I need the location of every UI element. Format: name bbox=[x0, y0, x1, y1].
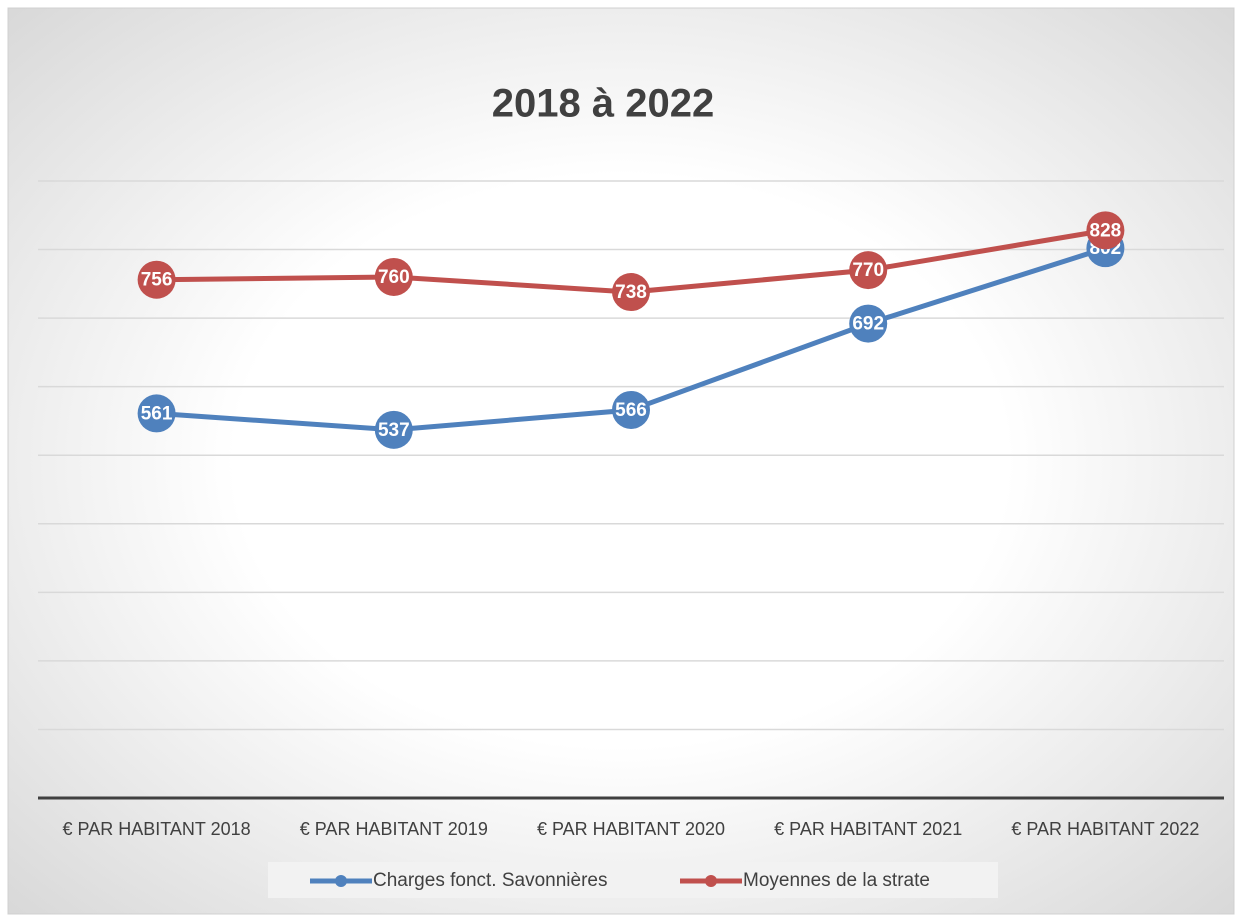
chart-title: 2018 à 2022 bbox=[492, 82, 714, 126]
point bbox=[1086, 211, 1125, 250]
x-tick-label: € PAR HABITANT 2021 bbox=[774, 819, 962, 839]
legend bbox=[268, 862, 998, 898]
x-tick-label: € PAR HABITANT 2020 bbox=[537, 819, 725, 839]
data-label: 760 bbox=[378, 267, 410, 288]
data-label: 756 bbox=[141, 270, 173, 291]
legend-label: Moyennes de la strate bbox=[743, 870, 930, 891]
chart-background bbox=[7, 7, 1235, 915]
data-label: 828 bbox=[1090, 220, 1122, 241]
point bbox=[849, 251, 888, 290]
data-label: 738 bbox=[615, 282, 647, 303]
data-label: 566 bbox=[615, 400, 647, 421]
x-tick-label: € PAR HABITANT 2018 bbox=[63, 819, 251, 839]
data-label: 692 bbox=[852, 314, 884, 335]
point bbox=[612, 390, 650, 429]
point bbox=[374, 410, 413, 449]
legend-label: Charges fonct. Savonnières bbox=[373, 870, 607, 891]
data-label: 561 bbox=[141, 403, 173, 424]
point bbox=[849, 304, 888, 343]
point bbox=[137, 394, 176, 433]
x-tick-label: € PAR HABITANT 2019 bbox=[300, 819, 488, 839]
point bbox=[612, 273, 650, 312]
point bbox=[374, 257, 413, 296]
x-tick-label: € PAR HABITANT 2022 bbox=[1011, 819, 1199, 839]
point bbox=[137, 260, 176, 299]
legend-marker bbox=[705, 875, 717, 887]
legend-marker bbox=[335, 875, 347, 887]
data-label: 537 bbox=[378, 420, 410, 441]
data-label: 770 bbox=[852, 260, 884, 281]
